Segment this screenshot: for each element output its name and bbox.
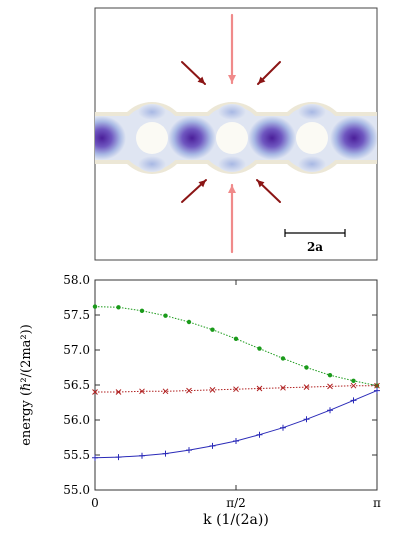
data-point [256,385,263,392]
density-peak [330,116,377,160]
series-line [94,390,378,459]
data-point [304,365,309,370]
data-point [233,386,239,393]
data-point [139,388,145,395]
density-panel: 2a [94,7,378,261]
x-tick-label: 0 [91,496,99,510]
x-tick-label: π [373,496,381,510]
data-point [280,356,286,361]
arrow-top-left [181,61,206,85]
scale-bar: 2a [284,229,346,254]
data-point [162,388,169,395]
data-point [92,304,98,309]
data-point [280,424,287,431]
arrow-top-right [257,61,281,85]
arrow-top [228,13,236,85]
data-point [186,387,192,394]
series-2 [92,382,380,395]
data-point [327,383,333,390]
data-point [186,319,192,325]
data-point [374,382,380,389]
data-point [327,407,334,414]
y-tick-label: 56.0 [63,413,90,427]
data-point [115,389,122,395]
data-point [350,397,357,404]
data-point [163,313,168,318]
y-tick-label: 57.0 [63,343,90,357]
ring-lobe-bottom [138,156,166,172]
y-axis: 55.0 55.5 56.0 56.5 57.0 57.5 58.0 [63,273,377,497]
compression-arrows [181,13,281,254]
hole [296,122,328,154]
x-axis-label: k (1/(2a)) [203,512,269,528]
data-point [116,305,121,310]
density-peak [95,116,126,160]
hole [136,122,168,154]
data-point [327,373,333,378]
data-point [139,308,145,313]
data-point [162,450,169,457]
data-point [209,387,216,393]
data-point [351,378,356,383]
data-point [303,384,310,390]
data-point [139,452,145,459]
data-point [186,447,192,454]
arrow-bottom-left [181,179,207,203]
density-peak [248,116,296,160]
series-1 [92,304,380,388]
band-chart: 55.0 55.5 56.0 56.5 57.0 57.5 58.0 0 π/2 π k (1/… [19,273,381,528]
data-point [209,442,216,449]
data-point [233,438,239,444]
data-point [350,382,357,389]
data-point [374,387,381,394]
x-axis: 0 π/2 π [91,280,381,510]
plot-area-frame [94,279,378,491]
hole [216,122,248,154]
y-tick-label: 56.5 [63,378,90,392]
y-tick-label: 55.0 [63,483,90,497]
data-point [233,336,239,341]
data-point [92,454,98,461]
scale-bar-label: 2a [307,240,323,254]
density-peak [168,116,216,160]
ring-lobe-bottom [298,156,326,172]
y-tick-label: 57.5 [63,308,90,322]
data-point [115,454,122,461]
data-point [257,346,262,351]
ring-lobe-top [138,104,166,120]
x-tick-label: π/2 [226,496,246,510]
series-3 [92,387,381,461]
ring-lobe-bottom [218,156,246,172]
arrow-bottom [228,183,236,254]
data-point [210,327,215,332]
arrow-bottom-right [256,179,281,203]
data-point [92,389,98,395]
y-tick-label: 55.5 [63,448,90,462]
y-tick-label: 58.0 [63,273,90,287]
series-layer [92,304,381,461]
ring-lobe-top [218,104,246,120]
data-point [256,431,263,438]
y-axis-label: energy (ℏ²/(2ma²)) [19,324,34,446]
series-line [94,306,378,387]
density-map [95,102,377,174]
data-point [280,384,286,391]
data-point [303,416,310,423]
ring-lobe-top [298,104,326,120]
